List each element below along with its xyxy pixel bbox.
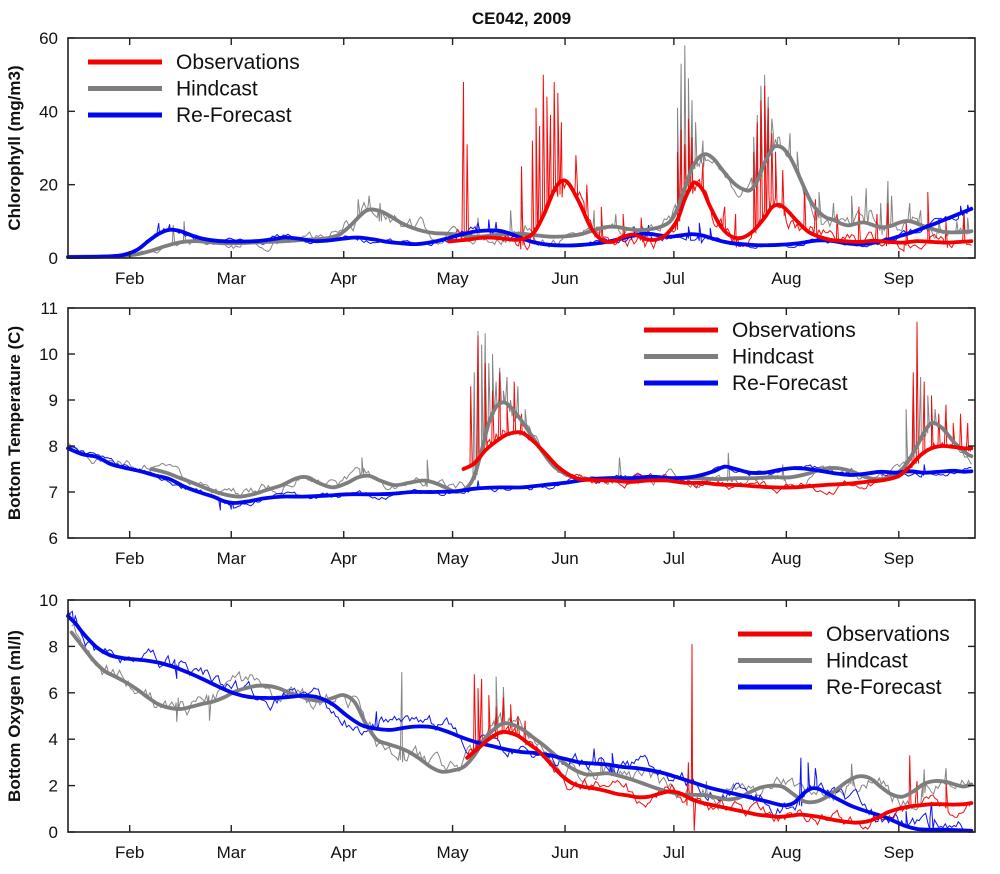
y-tick-label: 6 [49,684,58,703]
x-tick-label: Jul [663,549,685,568]
x-tick-label: Sep [884,549,914,568]
y-tick-label: 0 [49,823,58,842]
x-tick-label: Apr [330,843,357,862]
series-hindcast-smoothed-line [69,630,974,805]
x-tick-label: Sep [884,269,914,288]
x-tick-label: Feb [115,843,144,862]
y-tick-label: 8 [49,637,58,656]
x-tick-label: Sep [884,843,914,862]
series-hindcast-raw-line [71,623,972,811]
x-tick-label: Aug [771,269,801,288]
y-tick-label: 9 [49,391,58,410]
legend-label-observations: Observations [176,51,300,74]
legend-label-reforecast: Re-Forecast [826,676,942,699]
series-observations-raw-line [448,74,972,253]
series-observations-smoothed-line [461,430,974,490]
axes-box-bottom-temperature [67,307,976,539]
series-reforecast-smoothed-line [66,614,974,833]
series-reforecast-raw-line [67,204,972,258]
series-observations-smoothed-line [447,178,974,245]
y-tick-label: 6 [49,529,58,548]
x-tick-label: May [437,549,470,568]
legend-label-hindcast: Hindcast [176,78,258,101]
y-tick-label: 60 [39,29,58,48]
x-tick-label: Jun [551,549,578,568]
y-tick-label: 8 [49,437,58,456]
series-observations-smoothed-line [465,729,974,825]
axes-box-chlorophyll [67,37,976,259]
y-axis-title: Chlorophyll (mg/m3) [5,65,24,230]
x-tick-label: Aug [771,843,801,862]
y-axis-title: Bottom Temperature (C) [5,326,24,520]
y-tick-label: 4 [49,730,58,749]
chart-title: CE042, 2009 [472,9,571,28]
legend-label-hindcast: Hindcast [826,650,908,673]
legend-label-reforecast: Re-Forecast [176,104,292,127]
y-tick-label: 7 [49,483,58,502]
legend-label-observations: Observations [826,623,950,646]
legend-label-reforecast: Re-Forecast [732,372,848,395]
series-hindcast-smoothed-line [66,144,974,259]
y-tick-label: 11 [40,299,58,318]
y-tick-label: 40 [39,102,58,121]
x-tick-label: Jun [551,843,578,862]
y-tick-label: 10 [39,591,58,610]
y-tick-label: 20 [39,176,58,195]
y-axis-title: Bottom Oxygen (ml/l) [5,630,24,802]
x-tick-label: Feb [115,549,144,568]
y-tick-label: 0 [49,249,58,268]
x-tick-label: May [437,843,470,862]
x-tick-label: Feb [115,269,144,288]
x-tick-label: Apr [330,549,357,568]
x-tick-label: Aug [771,549,801,568]
axes-box-bottom-oxygen [67,599,976,833]
legend-label-observations: Observations [732,319,856,342]
x-tick-label: Jul [663,269,685,288]
series-reforecast-raw-line [67,446,972,511]
x-tick-label: Apr [330,269,357,288]
x-tick-label: Mar [217,269,247,288]
x-tick-label: Mar [217,549,247,568]
legend-label-hindcast: Hindcast [732,346,814,369]
x-tick-label: Mar [217,843,247,862]
x-tick-label: Jun [551,269,578,288]
x-tick-label: May [437,269,470,288]
y-tick-label: 10 [39,345,58,364]
x-tick-label: Jul [663,843,685,862]
series-reforecast-smoothed-line [66,446,974,505]
y-tick-label: 2 [49,777,58,796]
